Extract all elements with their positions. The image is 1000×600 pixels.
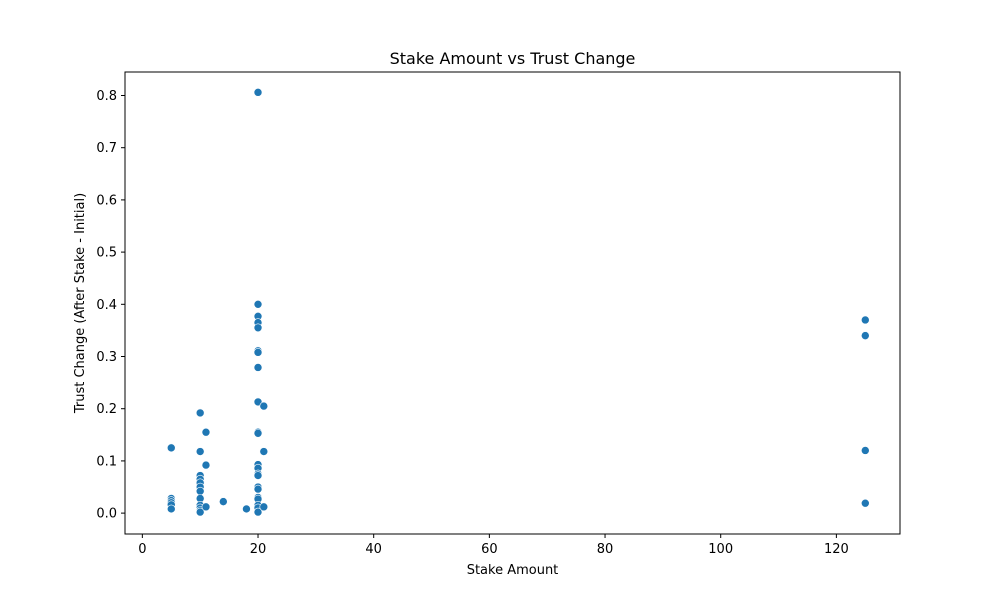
data-point-51 [860, 498, 870, 508]
data-point-6 [195, 408, 205, 418]
data-point-22 [242, 504, 251, 514]
data-point-37 [253, 471, 263, 480]
y-tick-label-3: 0.3 [96, 350, 117, 365]
x-tick-label-4: 80 [597, 542, 614, 557]
y-tick-label-6: 0.6 [96, 193, 117, 208]
data-point-21 [219, 497, 228, 506]
points-layer [166, 88, 870, 517]
data-point-19 [201, 460, 211, 470]
x-tick-label-6: 120 [824, 542, 849, 557]
x-axis-ticks: 0 20 40 60 80 100 120 [138, 534, 849, 557]
y-tick-label-8: 0.8 [96, 89, 117, 104]
x-tick-label-3: 60 [481, 542, 498, 557]
data-point-23 [253, 88, 263, 97]
data-point-7 [195, 447, 205, 456]
y-tick-label-1: 0.1 [96, 454, 117, 469]
data-point-20 [201, 502, 211, 512]
data-point-17 [195, 507, 205, 517]
data-point-45 [259, 401, 269, 411]
x-axis-label: Stake Amount [467, 563, 559, 578]
data-point-39 [253, 484, 263, 494]
x-tick-label-2: 40 [365, 542, 382, 557]
data-point-27 [253, 323, 263, 333]
data-point-12 [195, 486, 205, 496]
data-point-44 [253, 507, 263, 517]
data-point-18 [201, 427, 211, 437]
y-tick-label-5: 0.5 [96, 246, 117, 261]
data-point-24 [253, 300, 263, 309]
y-tick-label-0: 0.0 [96, 507, 117, 522]
data-point-0 [166, 443, 176, 453]
y-axis-ticks: 0.0 0.1 0.2 0.3 0.4 0.5 0.6 0.7 0.8 [96, 89, 125, 522]
data-point-48 [860, 315, 870, 325]
data-point-47 [259, 502, 269, 512]
x-tick-label-5: 100 [708, 542, 733, 557]
data-point-31 [253, 397, 263, 407]
y-tick-label-7: 0.7 [96, 141, 117, 156]
y-axis-label: Trust Change (After Stake - Initial) [73, 193, 88, 414]
data-point-29 [253, 348, 263, 357]
x-tick-label-0: 0 [138, 542, 146, 557]
chart-title: Stake Amount vs Trust Change [390, 49, 636, 68]
data-point-50 [860, 446, 870, 455]
data-point-49 [860, 331, 870, 340]
y-tick-label-4: 0.4 [96, 298, 117, 313]
data-point-30 [253, 363, 263, 372]
data-point-33 [253, 428, 263, 438]
data-point-5 [166, 504, 176, 514]
y-tick-label-2: 0.2 [96, 402, 117, 417]
x-tick-label-1: 20 [250, 542, 267, 557]
plot-frame [124, 71, 901, 535]
data-point-46 [259, 447, 269, 456]
